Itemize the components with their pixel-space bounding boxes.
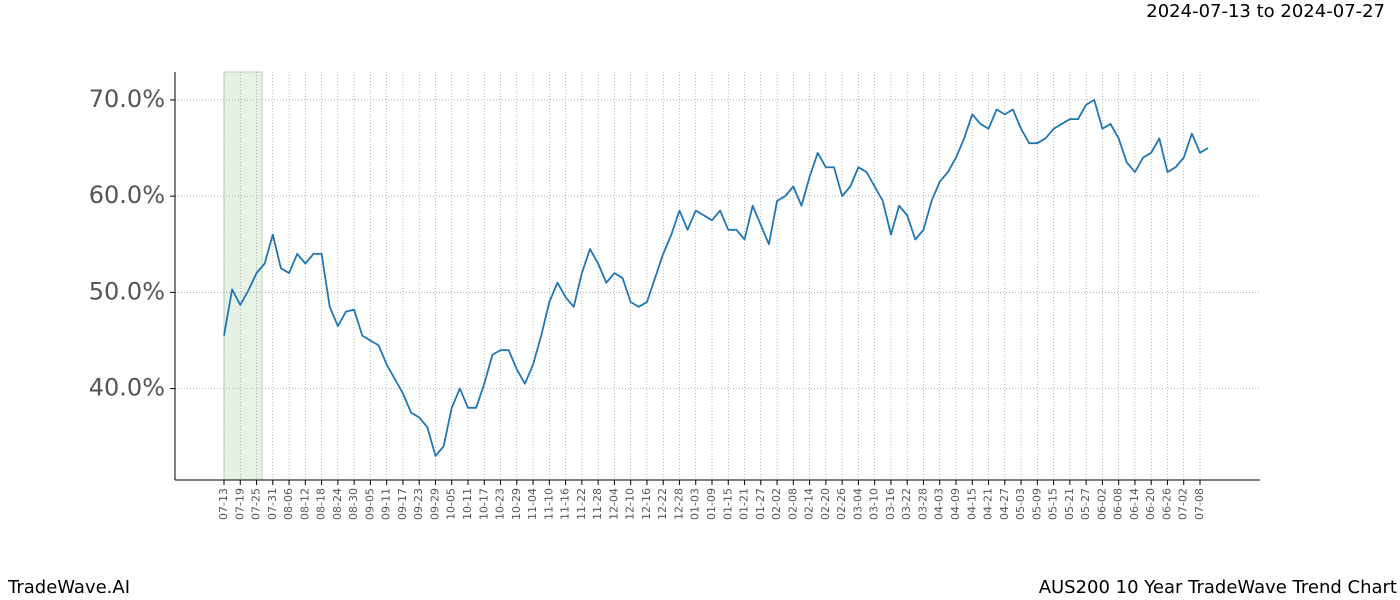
x-tick-label: 06-14 <box>1128 488 1141 520</box>
x-tick-label: 02-08 <box>786 488 799 520</box>
x-tick-label: 12-28 <box>672 488 685 520</box>
x-tick-label: 11-04 <box>526 488 539 520</box>
x-tick-label: 04-21 <box>982 488 995 520</box>
x-tick-label: 10-05 <box>445 488 458 520</box>
x-tick-label: 01-21 <box>738 488 751 520</box>
x-tick-label: 08-18 <box>315 488 328 520</box>
plot <box>223 99 1209 457</box>
x-tick-label: 12-04 <box>607 488 620 520</box>
x-tick-label: 01-03 <box>689 488 702 520</box>
x-tick-label: 09-11 <box>380 488 393 520</box>
x-tick-label: 08-30 <box>347 488 360 520</box>
x-tick-label: 02-26 <box>835 488 848 520</box>
x-tick-label: 07-02 <box>1177 488 1190 520</box>
x-tick-label: 06-02 <box>1095 488 1108 520</box>
x-tick-label: 12-16 <box>640 488 653 520</box>
chart-title: AUS200 10 Year TradeWave Trend Chart <box>1039 577 1397 598</box>
x-tick-label: 10-17 <box>477 488 490 520</box>
x-tick-label: 03-16 <box>884 488 897 520</box>
x-tick-label: 05-21 <box>1063 488 1076 520</box>
x-tick-label: 11-16 <box>559 488 572 520</box>
x-tick-label: 07-13 <box>217 488 230 520</box>
x-tick-label: 12-22 <box>656 488 669 520</box>
x-tick-label: 04-27 <box>998 488 1011 520</box>
x-tick-label: 07-25 <box>250 488 263 520</box>
brand: TradeWave.AI <box>7 577 130 598</box>
y-tick-label: 60.0% <box>89 181 165 209</box>
x-tick-label: 02-20 <box>819 488 832 520</box>
x-tick-label: 11-10 <box>542 488 555 520</box>
x-tick-label: 03-28 <box>916 488 929 520</box>
x-tick-label: 05-27 <box>1079 488 1092 520</box>
date-range: 2024-07-13 to 2024-07-27 <box>1146 1 1385 22</box>
x-tick-label: 11-28 <box>591 488 604 520</box>
x-tick-label: 06-08 <box>1112 488 1125 520</box>
x-tick-label: 10-11 <box>461 488 474 520</box>
x-tick-label: 05-15 <box>1047 488 1060 520</box>
x-tick-label: 12-10 <box>624 488 637 520</box>
x-tick-label: 04-03 <box>933 488 946 520</box>
x-tick-label: 05-09 <box>1030 488 1043 520</box>
x-tick-label: 07-08 <box>1193 488 1206 520</box>
x-tick-label: 06-26 <box>1160 488 1173 520</box>
line-series <box>223 99 1209 457</box>
x-tick-label: 11-22 <box>575 488 588 520</box>
x-tick-label: 01-09 <box>705 488 718 520</box>
x-tick-label: 10-29 <box>510 488 523 520</box>
x-tick-label: 09-17 <box>396 488 409 520</box>
grid <box>175 72 1260 480</box>
x-tick-label: 02-14 <box>803 488 816 520</box>
x-tick-label: 04-15 <box>965 488 978 520</box>
x-tick-label: 01-27 <box>754 488 767 520</box>
y-tick-label: 70.0% <box>89 85 165 113</box>
x-tick-label: 03-10 <box>868 488 881 520</box>
x-tick-label: 09-05 <box>363 488 376 520</box>
x-tick-label: 08-24 <box>331 488 344 520</box>
x-tick-label: 07-31 <box>266 488 279 520</box>
x-tick-label: 03-22 <box>900 488 913 520</box>
x-tick-label: 07-19 <box>233 488 246 520</box>
x-tick-label: 09-23 <box>412 488 425 520</box>
x-tick-label: 04-09 <box>949 488 962 520</box>
y-tick-label: 40.0% <box>89 374 165 402</box>
x-tick-label: 10-23 <box>494 488 507 520</box>
x-tick-label: 08-06 <box>282 488 295 520</box>
x-tick-label: 08-12 <box>298 488 311 520</box>
x-tick-label: 09-29 <box>428 488 441 520</box>
x-tick-label: 01-15 <box>721 488 734 520</box>
x-tick-label: 06-20 <box>1144 488 1157 520</box>
x-tick-label: 02-02 <box>770 488 783 520</box>
x-tick-label: 05-03 <box>1014 488 1027 520</box>
x-tick-label: 03-04 <box>851 488 864 520</box>
y-tick-label: 50.0% <box>89 277 165 305</box>
